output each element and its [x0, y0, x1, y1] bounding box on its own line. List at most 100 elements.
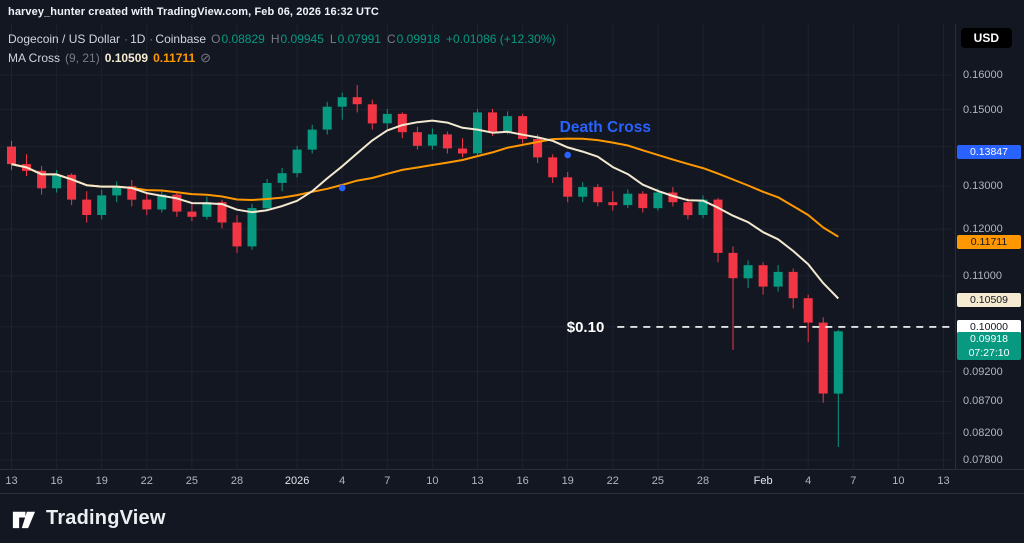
indicator-name: MA Cross: [8, 50, 61, 65]
time-tick: 10: [892, 475, 905, 487]
ma-slow-value: 0.11711: [153, 50, 196, 65]
candle-body: [788, 271, 798, 299]
price-tick: 0.08200: [963, 427, 1003, 440]
time-tick: 22: [606, 475, 619, 487]
candle-body: [773, 271, 783, 287]
high-label: H: [270, 31, 280, 46]
candle-body: [292, 149, 302, 174]
candle-body: [202, 202, 212, 217]
candle-body: [608, 202, 618, 206]
time-tick: 19: [561, 475, 574, 487]
candle-body: [382, 113, 392, 124]
candle-body: [157, 194, 167, 210]
candle-body: [818, 322, 828, 394]
tradingview-logo-icon[interactable]: [10, 505, 37, 532]
time-tick: 13: [937, 475, 950, 487]
candle-body: [593, 187, 603, 203]
candle-body: [442, 134, 452, 149]
candle-body: [473, 112, 482, 154]
candle-body: [668, 192, 678, 203]
low-label: L: [329, 31, 337, 46]
indicator-row[interactable]: MA Cross (9, 21) 0.10509 0.11711 ⊘: [8, 48, 560, 67]
low-value: 0.07991: [337, 31, 381, 46]
candle-body: [322, 106, 332, 130]
time-tick: 16: [50, 475, 63, 487]
candle-body: [578, 187, 588, 197]
symbol-row[interactable]: Dogecoin / US Dollar · 1D · Coinbase O 0.…: [8, 29, 560, 48]
candle-body: [427, 134, 437, 146]
candle-body: [728, 252, 738, 279]
ma-fast-line: [11, 119, 840, 300]
candle-body: [623, 193, 633, 206]
candle-body: [232, 222, 242, 247]
time-tick: 13: [5, 475, 18, 487]
time-tick: 19: [95, 475, 108, 487]
candle-body: [713, 199, 723, 253]
interval-label[interactable]: 1D: [130, 31, 146, 46]
candle-body: [127, 186, 137, 200]
candle-body: [187, 211, 197, 217]
visibility-toggle-icon[interactable]: ⊘: [200, 49, 212, 65]
time-tick: 16: [516, 475, 529, 487]
candle-body: [833, 331, 843, 394]
candle-body: [743, 265, 753, 279]
candle-body: [683, 202, 693, 216]
time-axis[interactable]: 13 16 19 22 25 28 2026 4 7 10 13 16 19 22 25 28 Feb 4 7 10 1…: [0, 469, 1024, 494]
price-tick: 0.09200: [963, 365, 1003, 378]
candle-body: [142, 199, 152, 210]
price-axis[interactable]: 0.16000 0.15000 0.13000 0.12000 0.11000 0.092…: [955, 24, 1024, 469]
time-tick: 10: [426, 475, 439, 487]
ma-slow-line: [11, 137, 839, 238]
candle-body: [217, 202, 227, 223]
candle-body: [307, 129, 317, 150]
time-tick: 28: [696, 475, 710, 487]
price-tick: 0.16000: [963, 69, 1003, 81]
chart-canvas[interactable]: $0.10 Death Cross: [0, 24, 955, 469]
price-tick: 0.07800: [963, 454, 1003, 466]
open-label: O: [211, 31, 221, 46]
candle-body: [458, 148, 467, 154]
footer-bar: TradingView: [0, 493, 1024, 543]
time-tick: 22: [140, 475, 153, 487]
time-tick: 4: [339, 475, 346, 487]
chart-region: $0.10 Death Cross Dogecoin / US Dollar · …: [0, 24, 1024, 493]
candle-body: [37, 170, 47, 189]
price-level-label: $0.10: [567, 319, 605, 336]
separator-dot: ·: [124, 31, 129, 46]
candle-body: [653, 192, 663, 209]
candle-body: [367, 104, 377, 124]
candle-body: [638, 193, 648, 209]
candle-body: [548, 157, 558, 178]
currency-button[interactable]: USD: [960, 28, 1012, 48]
candle-body: [352, 97, 362, 105]
candle-body: [412, 132, 422, 146]
price-badge: 0.09918 07:27:10: [957, 332, 1021, 361]
price-badge: 0.13847: [957, 145, 1021, 160]
candle-body: [247, 208, 257, 247]
death-cross-marker-icon[interactable]: [564, 151, 571, 159]
time-tick: Feb: [753, 475, 773, 487]
candle-body: [533, 139, 543, 158]
separator-dot: ·: [149, 31, 154, 46]
close-value: 0.09918: [396, 31, 441, 46]
time-tick: 7: [850, 475, 857, 487]
exchange-label: Coinbase: [155, 31, 207, 46]
attribution-text: harvey_hunter created with TradingView.c…: [8, 6, 379, 18]
brand-wordmark[interactable]: TradingView: [46, 507, 166, 529]
candle-body: [397, 113, 407, 133]
candle-body: [82, 199, 92, 215]
price-tick: 0.15000: [963, 103, 1003, 116]
time-tick: 25: [651, 475, 664, 487]
candle-body: [758, 265, 768, 287]
time-tick: 13: [471, 475, 484, 487]
time-tick: 25: [185, 475, 199, 487]
close-label: C: [386, 31, 396, 46]
candle-body: [277, 173, 287, 183]
candle-body: [67, 174, 77, 200]
golden-cross-marker-icon[interactable]: [338, 184, 346, 192]
time-tick: 7: [384, 475, 391, 487]
candle-body: [112, 186, 122, 196]
price-badge: 0.10509: [957, 293, 1021, 308]
price-tick: 0.12000: [963, 223, 1003, 236]
candle-body: [337, 97, 347, 107]
